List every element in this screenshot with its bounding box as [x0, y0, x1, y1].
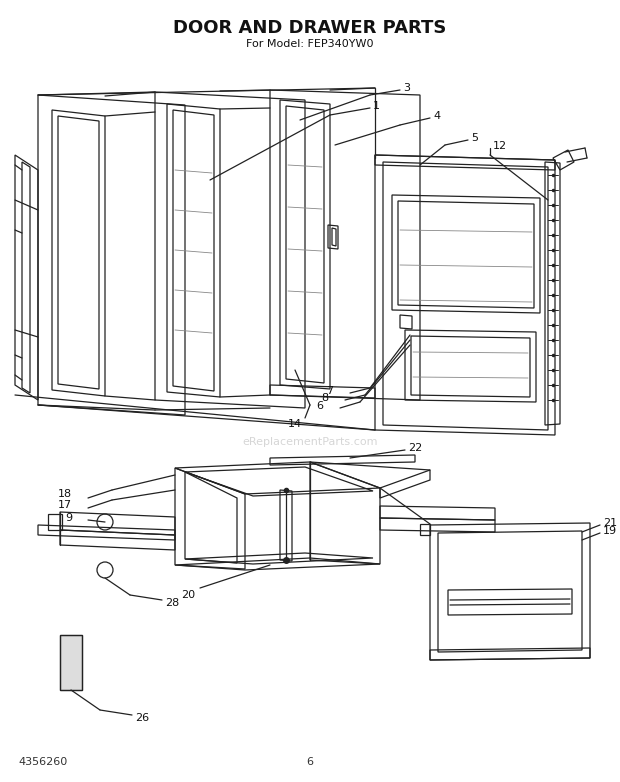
Text: 28: 28 [165, 598, 179, 608]
Polygon shape [60, 635, 82, 690]
Text: 14: 14 [288, 419, 302, 429]
Text: eReplacementParts.com: eReplacementParts.com [242, 437, 378, 447]
Text: 26: 26 [135, 713, 149, 723]
Text: For Model: FEP340YW0: For Model: FEP340YW0 [246, 39, 374, 49]
Text: 20: 20 [181, 590, 195, 600]
Text: 19: 19 [603, 526, 617, 536]
Text: 6: 6 [306, 757, 314, 767]
Text: 4356260: 4356260 [18, 757, 67, 767]
Text: 6: 6 [316, 401, 323, 411]
Text: 4: 4 [433, 111, 440, 121]
Text: 3: 3 [403, 83, 410, 93]
Text: 17: 17 [58, 500, 72, 510]
Text: 8: 8 [321, 393, 328, 403]
Text: 12: 12 [493, 141, 507, 151]
Text: 22: 22 [408, 443, 422, 453]
Text: 7: 7 [326, 386, 333, 396]
Text: 5: 5 [471, 133, 478, 143]
Text: 21: 21 [603, 518, 617, 528]
Text: 9: 9 [65, 513, 72, 523]
Text: 18: 18 [58, 489, 72, 499]
Text: DOOR AND DRAWER PARTS: DOOR AND DRAWER PARTS [174, 19, 446, 37]
Text: 1: 1 [373, 101, 380, 111]
